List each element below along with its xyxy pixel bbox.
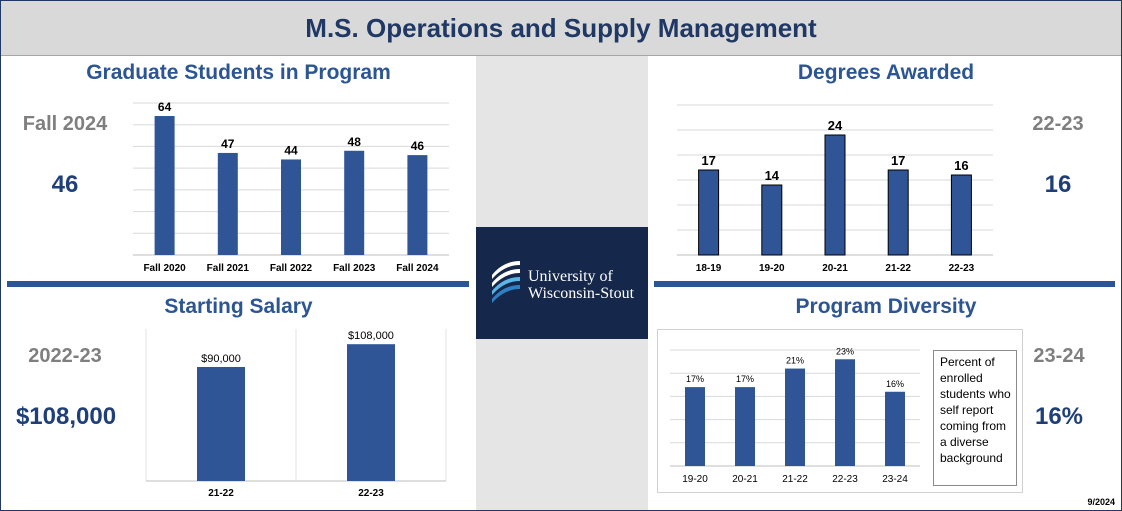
data-label: 17% bbox=[736, 374, 754, 384]
data-label: 17 bbox=[891, 153, 905, 168]
bar-diversity bbox=[685, 387, 705, 466]
bar-students bbox=[407, 155, 428, 255]
bar-degrees bbox=[698, 169, 720, 256]
bar-salary bbox=[347, 344, 395, 481]
data-label: 24 bbox=[828, 118, 843, 133]
bar-diversity bbox=[885, 391, 905, 466]
bar-students bbox=[281, 159, 301, 255]
bar-degrees bbox=[761, 184, 783, 256]
category-label: 21-22 bbox=[208, 488, 234, 499]
date-stamp: 9/2024 bbox=[1087, 497, 1115, 507]
data-label: 16% bbox=[886, 379, 904, 389]
salary-title: Starting Salary bbox=[164, 295, 313, 318]
salary-kpi-label: 2022-23 bbox=[28, 345, 102, 367]
data-label: 21% bbox=[786, 356, 804, 366]
data-label: 64 bbox=[158, 100, 172, 114]
students-title: Graduate Students in Program bbox=[86, 61, 391, 84]
diversity-kpi-label: 23-24 bbox=[1033, 345, 1085, 367]
category-label: 22-23 bbox=[358, 488, 384, 499]
diversity-chart: 17% 19-20 17% 20-21 21% 21-22 23% 22-23 16% 23-24 bbox=[670, 346, 920, 485]
data-label: 23% bbox=[836, 346, 854, 356]
salary-kpi-value: $108,000 bbox=[15, 403, 117, 430]
category-label: Fall 2022 bbox=[270, 263, 313, 274]
bar-degrees bbox=[887, 169, 909, 256]
degrees-kpi-label: 22-23 bbox=[1032, 113, 1084, 135]
bar-degrees bbox=[824, 134, 846, 256]
category-label: Fall 2021 bbox=[207, 263, 250, 274]
category-label: 20-21 bbox=[732, 474, 758, 485]
category-label: 19-20 bbox=[759, 263, 785, 274]
category-label: Fall 2023 bbox=[333, 263, 376, 274]
degrees-kpi-value: 16 bbox=[1044, 171, 1072, 198]
diversity-title: Program Diversity bbox=[795, 295, 977, 318]
bar-degrees bbox=[950, 174, 972, 256]
logo-text-line1: University of bbox=[528, 268, 613, 285]
data-label: 17% bbox=[686, 374, 704, 384]
wave-logo-icon bbox=[492, 261, 520, 303]
bar-diversity bbox=[835, 359, 855, 466]
degrees-title: Degrees Awarded bbox=[797, 61, 975, 84]
page-title: M.S. Operations and Supply Management bbox=[305, 13, 817, 43]
category-label: 20-21 bbox=[822, 263, 848, 274]
data-label: 47 bbox=[221, 137, 235, 151]
data-label: 16 bbox=[954, 158, 968, 173]
category-label: 23-24 bbox=[882, 474, 908, 485]
header-bar: M.S. Operations and Supply Management bbox=[1, 1, 1121, 56]
data-label: 17 bbox=[701, 153, 715, 168]
left-divider bbox=[7, 281, 469, 287]
right-divider bbox=[654, 281, 1115, 287]
bar-diversity bbox=[735, 387, 755, 466]
category-label: Fall 2024 bbox=[396, 263, 439, 274]
data-label: 14 bbox=[765, 168, 780, 183]
degrees-chart: 17 18-19 14 19-20 24 20-21 17 21-22 16 22-23 bbox=[677, 104, 993, 274]
students-chart: 64 Fall 2020 47 Fall 2021 44 Fall 2022 48 Fall … bbox=[133, 100, 449, 274]
diversity-kpi-value: 16% bbox=[1034, 403, 1084, 430]
bar-students bbox=[154, 116, 175, 256]
data-label: $108,000 bbox=[348, 330, 394, 342]
students-kpi-label: Fall 2024 bbox=[22, 113, 108, 135]
category-label: 22-23 bbox=[832, 474, 858, 485]
bar-students bbox=[344, 150, 365, 255]
category-label: 22-23 bbox=[949, 263, 975, 274]
category-label: 21-22 bbox=[885, 263, 911, 274]
bar-salary bbox=[197, 367, 245, 481]
category-label: 21-22 bbox=[782, 474, 808, 485]
data-label: 44 bbox=[284, 143, 298, 157]
category-label: Fall 2020 bbox=[143, 263, 186, 274]
students-kpi-value: 46 bbox=[51, 171, 79, 198]
bar-diversity bbox=[785, 368, 805, 466]
bar-students bbox=[217, 152, 238, 255]
category-label: 18-19 bbox=[696, 263, 722, 274]
data-label: $90,000 bbox=[201, 353, 241, 365]
data-label: 46 bbox=[411, 139, 425, 153]
data-label: 48 bbox=[348, 135, 362, 149]
logo-text-line2: Wisconsin-Stout bbox=[528, 285, 635, 302]
category-label: 19-20 bbox=[682, 474, 708, 485]
salary-chart: $90,000 21-22 $108,000 22-23 bbox=[145, 329, 447, 499]
diversity-note: Percent of enrolled students who self re… bbox=[933, 350, 1017, 486]
university-logo: University of Wisconsin-Stout bbox=[476, 227, 648, 339]
